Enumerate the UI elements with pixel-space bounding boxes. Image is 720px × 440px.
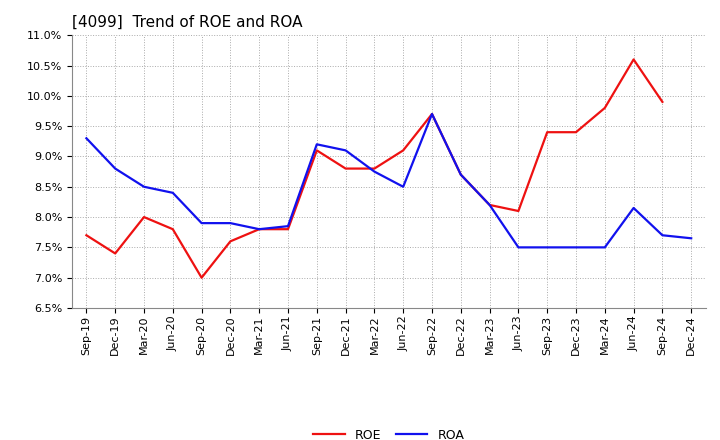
- Legend: ROE, ROA: ROE, ROA: [313, 429, 464, 440]
- ROA: [111, 166, 120, 171]
- ROA: [140, 184, 148, 189]
- ROA: [255, 227, 264, 232]
- ROE: [456, 172, 465, 177]
- ROA: [456, 172, 465, 177]
- ROE: [514, 209, 523, 214]
- ROA: [341, 148, 350, 153]
- ROA: [658, 233, 667, 238]
- ROE: [485, 202, 494, 208]
- ROE: [658, 99, 667, 105]
- Line: ROA: ROA: [86, 114, 691, 247]
- ROE: [111, 251, 120, 256]
- ROE: [140, 214, 148, 220]
- ROE: [82, 233, 91, 238]
- ROA: [543, 245, 552, 250]
- ROE: [312, 148, 321, 153]
- ROA: [226, 220, 235, 226]
- ROE: [370, 166, 379, 171]
- ROE: [572, 129, 580, 135]
- ROE: [255, 227, 264, 232]
- ROE: [226, 238, 235, 244]
- ROA: [168, 190, 177, 195]
- ROA: [600, 245, 609, 250]
- ROA: [629, 205, 638, 211]
- ROE: [197, 275, 206, 280]
- ROE: [600, 105, 609, 110]
- Text: [4099]  Trend of ROE and ROA: [4099] Trend of ROE and ROA: [72, 15, 302, 30]
- ROE: [168, 227, 177, 232]
- ROA: [284, 224, 292, 229]
- ROA: [312, 142, 321, 147]
- ROA: [428, 111, 436, 117]
- ROA: [197, 220, 206, 226]
- ROA: [514, 245, 523, 250]
- Line: ROE: ROE: [86, 59, 662, 278]
- ROA: [82, 136, 91, 141]
- ROE: [341, 166, 350, 171]
- ROE: [428, 111, 436, 117]
- ROA: [399, 184, 408, 189]
- ROA: [485, 202, 494, 208]
- ROE: [629, 57, 638, 62]
- ROE: [543, 129, 552, 135]
- ROE: [399, 148, 408, 153]
- ROA: [687, 236, 696, 241]
- ROA: [572, 245, 580, 250]
- ROE: [284, 227, 292, 232]
- ROA: [370, 169, 379, 174]
